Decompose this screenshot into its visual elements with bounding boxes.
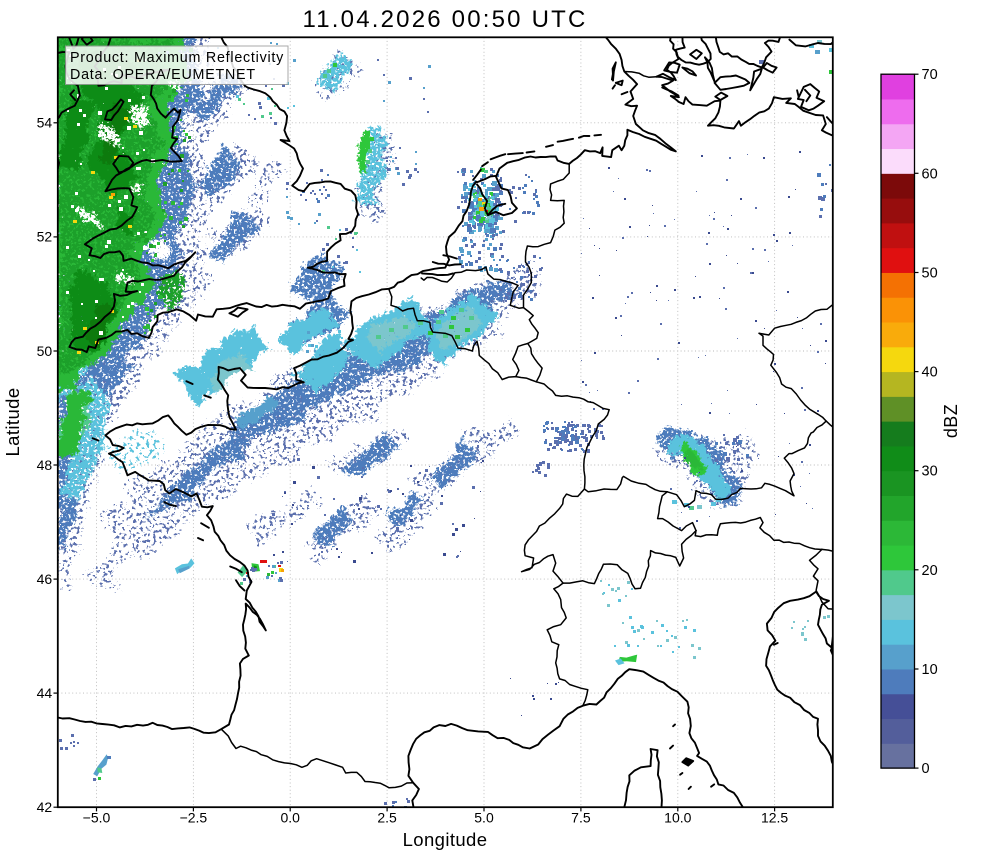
svg-text:60: 60 — [922, 166, 938, 182]
svg-text:10: 10 — [922, 662, 938, 678]
svg-text:Product: Maximum Reflectivity: Product: Maximum Reflectivity — [70, 50, 284, 66]
svg-text:Data: OPERA/EUMETNET: Data: OPERA/EUMETNET — [70, 67, 256, 83]
svg-text:Latitude: Latitude — [2, 387, 23, 456]
svg-text:Longitude: Longitude — [403, 829, 488, 850]
svg-text:−2.5: −2.5 — [180, 810, 208, 826]
svg-text:46: 46 — [37, 571, 53, 587]
svg-text:10.0: 10.0 — [664, 810, 691, 826]
svg-text:40: 40 — [922, 365, 938, 381]
svg-text:50: 50 — [37, 343, 53, 359]
svg-text:44: 44 — [37, 685, 53, 701]
svg-text:11.04.2026 00:50 UTC: 11.04.2026 00:50 UTC — [302, 6, 587, 33]
svg-text:12.5: 12.5 — [761, 810, 788, 826]
svg-text:20: 20 — [922, 563, 938, 579]
svg-text:52: 52 — [37, 229, 53, 245]
svg-text:7.5: 7.5 — [571, 810, 591, 826]
svg-text:5.0: 5.0 — [474, 810, 494, 826]
svg-text:30: 30 — [922, 464, 938, 480]
svg-text:0.0: 0.0 — [280, 810, 300, 826]
svg-text:42: 42 — [37, 799, 53, 815]
svg-text:50: 50 — [922, 266, 938, 282]
svg-text:dBZ: dBZ — [941, 404, 961, 438]
svg-text:70: 70 — [922, 67, 938, 83]
svg-text:48: 48 — [37, 457, 53, 473]
svg-text:2.5: 2.5 — [377, 810, 397, 826]
svg-text:54: 54 — [37, 115, 53, 131]
svg-text:0: 0 — [922, 761, 930, 777]
svg-text:−5.0: −5.0 — [83, 810, 111, 826]
